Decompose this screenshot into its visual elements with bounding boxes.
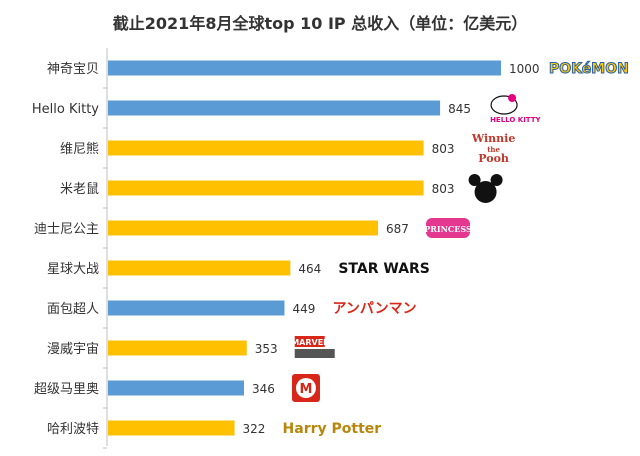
value-label: 464 <box>298 262 321 276</box>
kitty-bow-icon <box>508 94 517 102</box>
bar <box>108 140 424 156</box>
bar <box>108 380 244 396</box>
category-label: 星球大战 <box>47 262 99 277</box>
marvel-box-icon <box>294 336 325 347</box>
ip-logo-text: HELLO KITTY <box>490 116 541 124</box>
bar <box>108 220 378 236</box>
category-label: 哈利波特 <box>47 422 99 437</box>
ip-logo-text: M <box>300 382 313 397</box>
value-label: 845 <box>448 102 471 116</box>
ip-logo: Harry Potter <box>283 421 382 437</box>
ip-logo-text: Harry Potter <box>283 421 382 437</box>
bar <box>108 180 424 196</box>
ip-logo: M <box>291 374 320 402</box>
mickey-ear-icon <box>468 174 481 186</box>
value-label: 803 <box>432 142 455 156</box>
value-label: 449 <box>292 302 315 316</box>
category-label: 米老鼠 <box>60 182 99 197</box>
mario-circle-icon <box>295 378 316 398</box>
bar <box>108 260 291 276</box>
value-label: 353 <box>255 342 278 356</box>
category-label: Hello Kitty <box>32 102 99 117</box>
mickey-head-icon <box>474 181 497 203</box>
universe-band-icon <box>294 349 335 358</box>
ip-logo-text: POKéMON <box>549 61 629 77</box>
value-label: 687 <box>386 222 409 236</box>
ip-logo-text: PRINCESS <box>424 224 472 234</box>
mickey-ear-icon <box>490 174 503 186</box>
value-label: 803 <box>432 182 455 196</box>
category-label: 漫威宇宙 <box>47 342 99 357</box>
ip-logo: アンパンマン <box>332 301 416 317</box>
ip-logo: STAR WARS <box>338 261 430 277</box>
bar <box>108 340 247 356</box>
ip-logo-text: MARVEL <box>291 338 328 347</box>
value-label: 1000 <box>509 62 540 76</box>
ip-logo: HELLO KITTY <box>490 94 542 124</box>
ip-logo-text: アンパンマン <box>332 301 416 317</box>
bar <box>108 100 441 116</box>
category-label: 面包超人 <box>47 302 99 317</box>
category-label: 迪士尼公主 <box>34 222 99 237</box>
ip-logo: PRINCESS <box>424 218 472 238</box>
ip-logo-text: STAR WARS <box>338 261 430 277</box>
ip-logo: MARVEL <box>291 336 335 358</box>
bar <box>108 300 285 316</box>
ip-logo-text: the <box>487 145 500 154</box>
chart-title: 截止2021年8月全球top 10 IP 总收入（单位：亿美元） <box>112 14 528 33</box>
category-label: 维尼熊 <box>60 141 99 157</box>
ip-logo-text: Pooh <box>478 152 509 165</box>
princess-badge-icon <box>425 218 470 238</box>
ip-logo: POKéMON <box>549 61 630 78</box>
bar <box>108 420 235 436</box>
ip-logo-text: Winnie <box>471 132 516 145</box>
ip-logo <box>468 174 503 203</box>
category-label: 神奇宝贝 <box>47 61 99 77</box>
bar <box>108 60 501 76</box>
value-label: 346 <box>252 382 275 396</box>
value-label: 322 <box>243 422 266 436</box>
category-label: 超级马里奥 <box>34 382 99 397</box>
